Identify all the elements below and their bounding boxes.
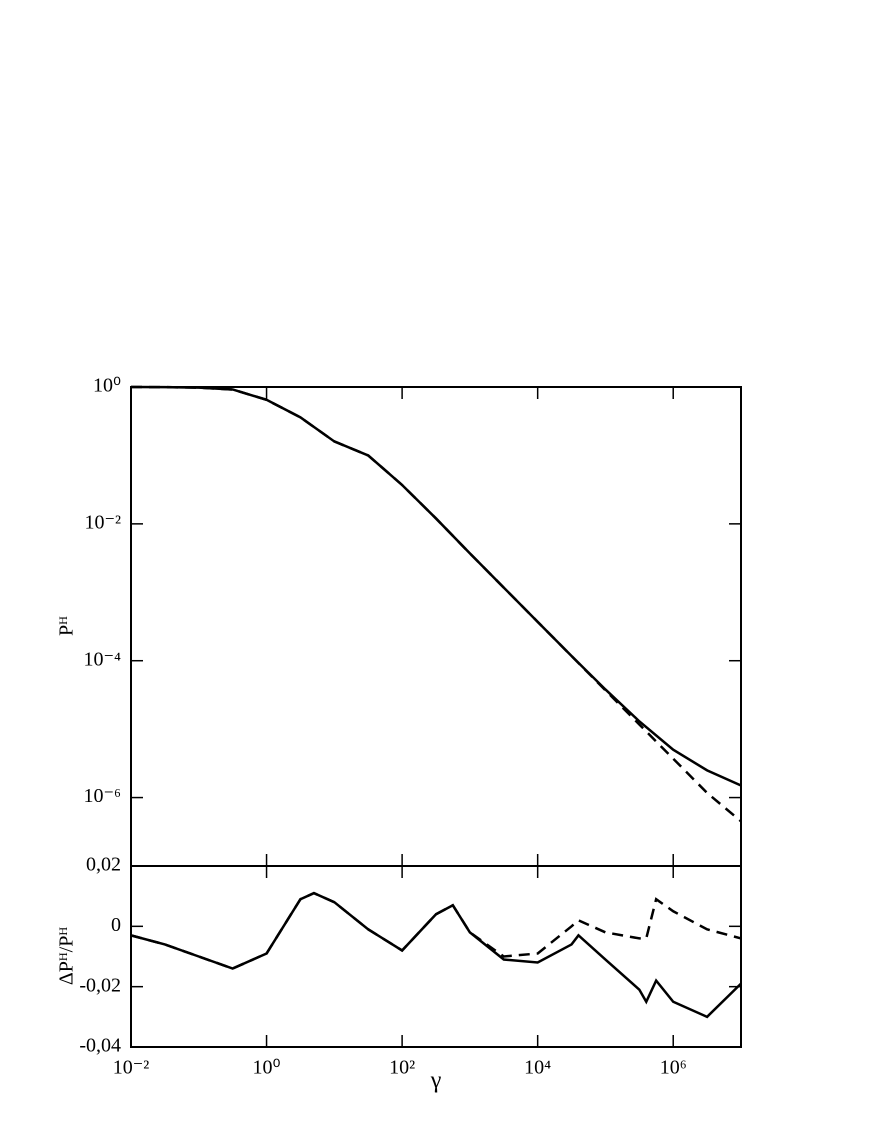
series-line [130,385,742,823]
x-tick-label: 10⁴ [524,1057,551,1079]
series-line [130,385,742,787]
y-axis-label: Pᴴ [56,616,78,636]
series-line [130,891,742,970]
series-line [130,891,742,1019]
y-tick-label: 0,02 [86,854,121,876]
x-axis-label: γ [430,1068,442,1094]
x-tick-label: 10² [389,1057,415,1079]
y-axis-label: ΔPᴴ/Pᴴ [56,927,78,985]
y-tick-label: 10⁰ [93,375,121,397]
plot-frame [130,386,742,867]
y-tick-label: 0 [111,914,121,936]
y-tick-label: 10⁻⁴ [83,648,121,670]
y-tick-label: -0,02 [79,974,121,996]
y-tick-label: 10⁻⁶ [83,785,121,807]
x-tick-label: 10⁻² [113,1057,150,1079]
x-tick-label: 10⁰ [253,1057,281,1079]
y-tick-label: 10⁻² [84,511,121,533]
plot-frame [130,865,742,1048]
y-tick-label: -0,04 [79,1035,121,1057]
x-tick-label: 10⁶ [660,1057,687,1079]
